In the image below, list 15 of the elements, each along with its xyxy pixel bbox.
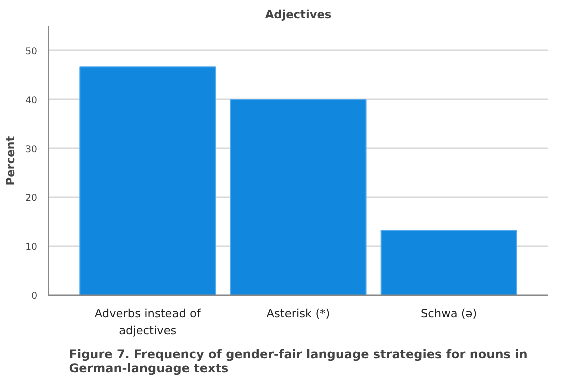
y-tick-label: 0 bbox=[32, 291, 38, 302]
chart-title: Adjectives bbox=[265, 8, 332, 22]
bar bbox=[380, 230, 518, 296]
bar bbox=[230, 99, 367, 296]
y-tick-label: 40 bbox=[26, 95, 38, 106]
x-tick-label: Schwa (ə) bbox=[420, 306, 478, 320]
y-tick-label: 10 bbox=[26, 242, 38, 254]
x-tick-label: Adverbs instead of adjectives bbox=[94, 306, 202, 338]
y-tick-label: 30 bbox=[26, 144, 38, 156]
bar bbox=[80, 66, 216, 296]
y-tick-label: 50 bbox=[26, 46, 38, 58]
y-tick-label: 20 bbox=[26, 193, 38, 204]
y-axis-title: Percent bbox=[4, 136, 18, 186]
x-tick-label: Asterisk (*) bbox=[266, 306, 330, 320]
caption: Figure 7. Frequency of gender-fair language strategies for nouns in German-language texts bbox=[69, 348, 528, 376]
